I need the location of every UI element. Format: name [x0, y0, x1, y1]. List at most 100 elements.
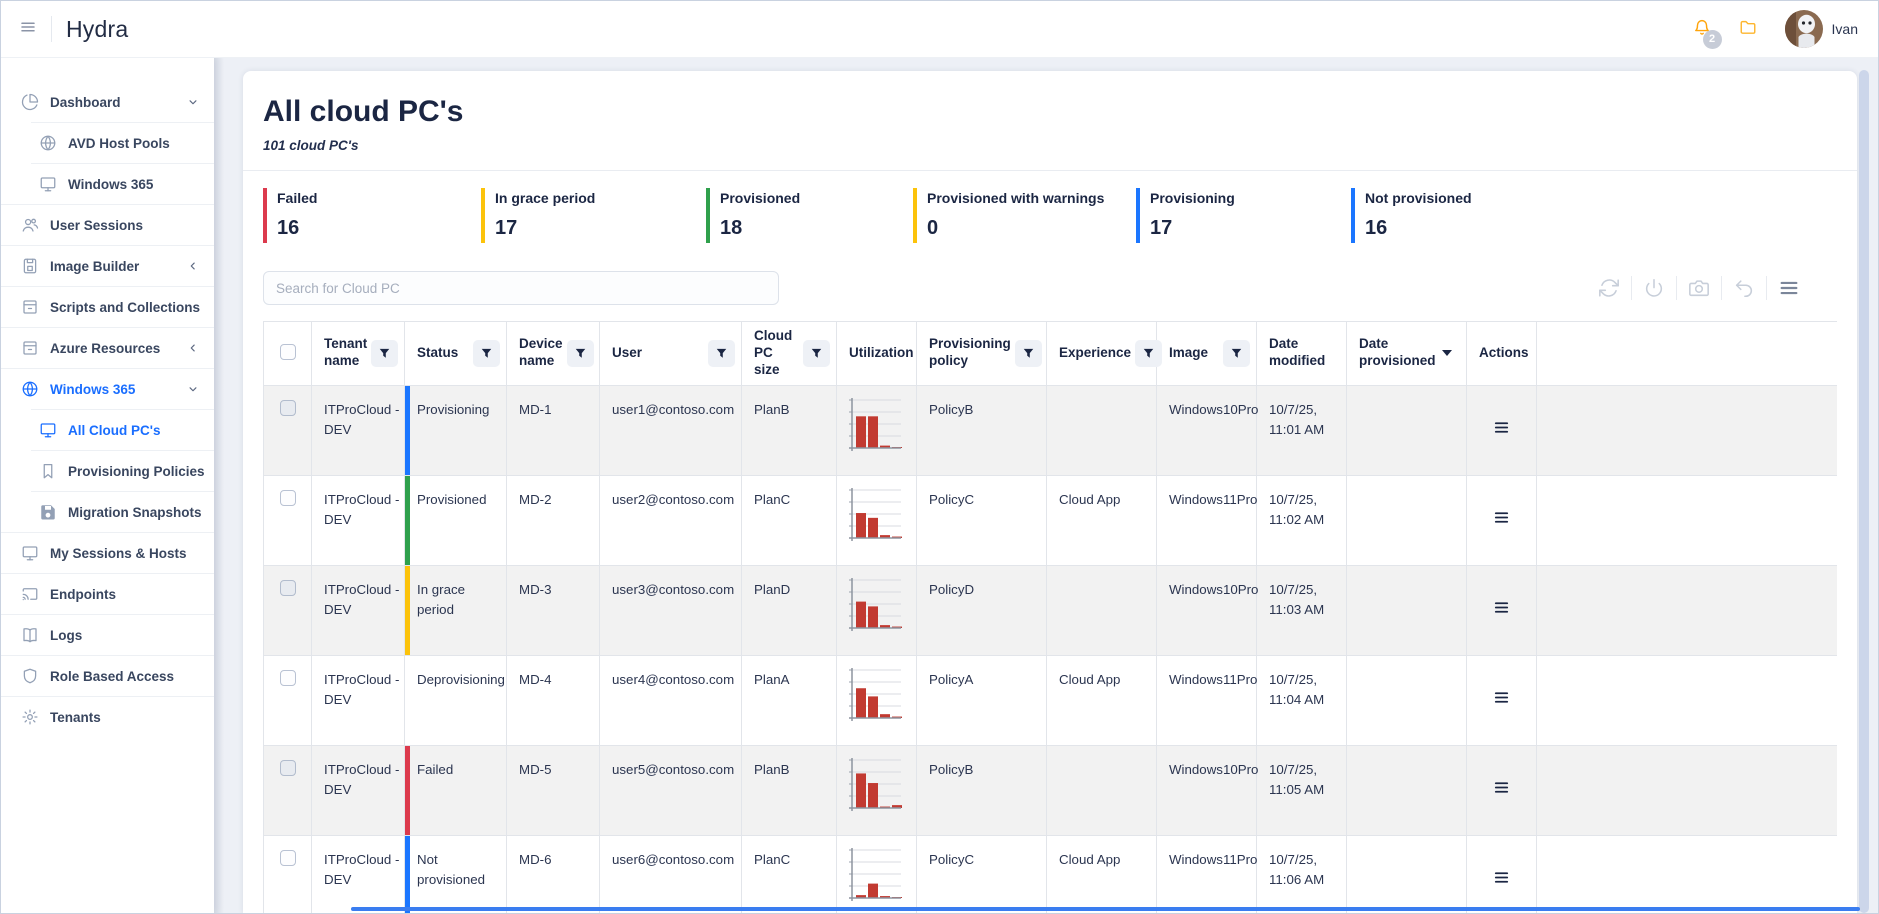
filter-icon[interactable]	[803, 339, 830, 367]
sidebar-divider	[31, 122, 214, 123]
sidebar-item-role-based-access[interactable]: Role Based Access	[1, 656, 214, 696]
status-color-bar	[405, 565, 410, 655]
filter-icon[interactable]	[1223, 339, 1250, 367]
cell-device-name: MD-2	[506, 474, 600, 566]
filter-icon[interactable]	[1014, 339, 1042, 367]
sidebar-item-dashboard[interactable]: Dashboard	[1, 82, 214, 122]
cell-utilization	[836, 654, 917, 746]
menu-toggle-button[interactable]	[19, 18, 37, 41]
filter-icon[interactable]	[1135, 339, 1163, 367]
cell-status: Failed	[404, 744, 507, 836]
column-header-label: Date modified	[1269, 336, 1326, 369]
sidebar-item-user-sessions[interactable]: User Sessions	[1, 205, 214, 245]
chevron-down-icon	[186, 382, 200, 396]
sidebar-item-all-cloud-pc-s[interactable]: All Cloud PC's	[1, 410, 214, 450]
sidebar-divider	[1, 286, 214, 287]
power-button[interactable]	[1632, 277, 1676, 299]
column-header-device-name: Device name	[506, 321, 600, 386]
row-actions-button[interactable]	[1492, 869, 1511, 886]
monitor-icon	[39, 421, 57, 439]
sidebar-item-provisioning-policies[interactable]: Provisioning Policies	[1, 451, 214, 491]
column-header-actions: Actions	[1466, 321, 1537, 386]
sidebar-item-windows-365[interactable]: Windows 365	[1, 369, 214, 409]
search-input[interactable]	[263, 271, 779, 305]
menu-button[interactable]	[1767, 277, 1811, 299]
sidebar-item-migration-snapshots[interactable]: Migration Snapshots	[1, 492, 214, 532]
folder-button[interactable]	[1739, 18, 1757, 41]
row-actions-button[interactable]	[1492, 779, 1511, 796]
monitor-icon	[21, 544, 39, 562]
sidebar-item-scripts-and-collections[interactable]: Scripts and Collections	[1, 287, 214, 327]
sidebar-item-label: User Sessions	[50, 217, 144, 233]
row-actions-button[interactable]	[1492, 689, 1511, 706]
cell-provisioning-policy: PolicyA	[916, 654, 1047, 746]
sidebar-item-image-builder[interactable]: Image Builder	[1, 246, 214, 286]
select-all-checkbox[interactable]	[279, 343, 296, 360]
page-subtitle: 101 cloud PC's	[263, 138, 359, 153]
sidebar-item-my-sessions-hosts[interactable]: My Sessions & Hosts	[1, 533, 214, 573]
status-card-value: 17	[1150, 216, 1173, 239]
row-checkbox[interactable]	[279, 669, 296, 686]
column-header-label: User	[612, 344, 643, 360]
vertical-scrollbar[interactable]	[1859, 70, 1869, 913]
cell-image: Windows10Pro	[1156, 744, 1258, 836]
sidebar-divider	[1, 368, 214, 369]
cell-image: Windows11Pro	[1156, 834, 1257, 913]
column-header-label: Status	[417, 344, 459, 360]
status-card-provisioning: Provisioning 17	[1136, 188, 1351, 243]
sidebar-item-azure-resources[interactable]: Azure Resources	[1, 328, 214, 368]
body-row: Dashboard AVD Host Pools Windows 365 User S…	[1, 58, 1878, 913]
row-select-cell	[263, 834, 312, 913]
notifications-button[interactable]: 2	[1693, 18, 1722, 49]
archive-box-icon	[21, 298, 39, 316]
filter-icon[interactable]	[566, 339, 594, 367]
column-header-status: Status	[404, 321, 507, 386]
undo-icon	[1733, 277, 1755, 299]
sidebar-item-label: Azure Resources	[50, 340, 161, 356]
filter-icon[interactable]	[371, 339, 399, 367]
row-actions-button[interactable]	[1492, 599, 1511, 616]
row-checkbox[interactable]	[279, 489, 296, 506]
horizontal-scrollbar[interactable]	[351, 907, 1860, 911]
filter-icon[interactable]	[473, 339, 500, 367]
header-left: Hydra	[19, 16, 128, 43]
row-actions-button[interactable]	[1492, 509, 1511, 526]
cast-icon	[21, 585, 39, 603]
undo-button[interactable]	[1722, 277, 1766, 299]
image-file-icon	[21, 257, 39, 275]
column-header-label: Image	[1169, 344, 1209, 360]
row-actions-button[interactable]	[1492, 419, 1511, 436]
cell-actions	[1466, 474, 1537, 566]
cell-provisioning-policy: PolicyB	[916, 384, 1047, 476]
table-wrap: Tenant name Status Device name User Cloud PC…	[263, 321, 1837, 913]
user-menu[interactable]: Ivan	[1784, 10, 1858, 48]
sidebar-item-avd-host-pools[interactable]: AVD Host Pools	[1, 123, 214, 163]
sidebar-item-label: Role Based Access	[50, 668, 175, 684]
status-card-provisioned-with-warnings: Provisioned with warnings 0	[913, 188, 1136, 243]
gear-icon	[21, 708, 39, 726]
refresh-button[interactable]	[1587, 277, 1631, 299]
cell-date-provisioned	[1346, 654, 1467, 746]
cell-status: Provisioned	[404, 474, 507, 566]
cell-date-modified: 10/7/25, 11:06 AM	[1256, 834, 1347, 913]
sidebar-item-endpoints[interactable]: Endpoints	[1, 574, 214, 614]
sort-caret-icon[interactable]	[1442, 350, 1452, 357]
cell-experience	[1046, 564, 1157, 656]
column-header-utilization: Utilization	[836, 321, 917, 386]
sidebar-item-tenants[interactable]: Tenants	[1, 697, 214, 737]
sidebar-item-logs[interactable]: Logs	[1, 615, 214, 655]
row-checkbox[interactable]	[279, 579, 296, 596]
sidebar-item-label: Provisioning Policies	[68, 463, 205, 479]
toolbar-divider	[1631, 276, 1632, 300]
camera-button[interactable]	[1677, 277, 1721, 299]
cell-cloud-pc-size: PlanD	[741, 564, 837, 656]
row-checkbox[interactable]	[279, 849, 296, 866]
row-checkbox[interactable]	[279, 399, 296, 416]
cell-date-provisioned	[1346, 384, 1467, 476]
filter-icon[interactable]	[708, 339, 735, 367]
book-icon	[21, 626, 39, 644]
toolbar-divider	[1766, 276, 1767, 300]
sidebar-item-windows-365[interactable]: Windows 365	[1, 164, 214, 204]
power-icon	[1643, 277, 1665, 299]
row-checkbox[interactable]	[279, 759, 296, 776]
